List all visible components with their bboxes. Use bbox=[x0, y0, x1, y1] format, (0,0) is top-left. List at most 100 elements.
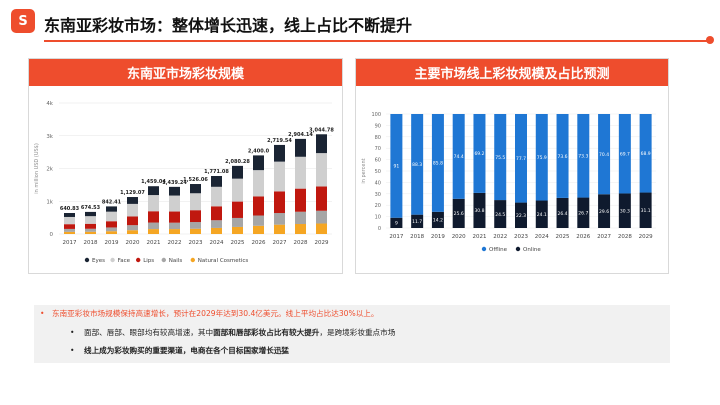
y-tick-label: 60 bbox=[375, 158, 381, 164]
x-tick-label: 2029 bbox=[639, 234, 653, 240]
x-tick-label: 2022 bbox=[493, 234, 507, 240]
bar-segment-eyes bbox=[190, 184, 201, 194]
bar-segment-nails bbox=[232, 217, 243, 227]
total-label: 674.53 bbox=[81, 205, 101, 211]
bar-segment-eyes bbox=[274, 144, 285, 162]
x-tick-label: 2026 bbox=[252, 240, 266, 246]
bar-segment-lips bbox=[274, 191, 285, 214]
title-underline bbox=[44, 40, 710, 42]
x-tick-label: 2024 bbox=[210, 240, 224, 246]
legend-label: Online bbox=[523, 247, 541, 253]
bar-segment-nails bbox=[127, 225, 138, 231]
online-share-chart: 0 10 20 30 40 50 60 70 80 90 100 in percent 9 91 2017 1… bbox=[361, 112, 656, 253]
bar-segment-online bbox=[598, 194, 611, 228]
bar-segment-lips bbox=[316, 186, 327, 211]
legend-label: Face bbox=[118, 258, 131, 264]
data-label-online: 30.8 bbox=[474, 208, 484, 214]
bar-segment-eyes bbox=[211, 175, 222, 187]
x-tick-label: 2028 bbox=[294, 240, 308, 246]
data-label-online: 14.2 bbox=[433, 218, 443, 224]
data-label-offline: 85.8 bbox=[433, 161, 443, 167]
x-tick-label: 2023 bbox=[514, 234, 528, 240]
bar-segment-natural-cosmetics bbox=[232, 226, 243, 234]
bar-segment-lips bbox=[232, 201, 243, 218]
bar-segment-natural-cosmetics bbox=[274, 224, 285, 234]
x-tick-label: 2020 bbox=[126, 240, 140, 246]
note-text-1: 东南亚彩妆市场规模保持高速增长，预计在2029年达到30.4亿美元。线上平均占比… bbox=[52, 309, 379, 318]
left-chart-title: 东南亚市场彩妆规模 bbox=[29, 59, 342, 86]
bar-segment-lips bbox=[190, 210, 201, 223]
y-tick-label: 0 bbox=[378, 226, 381, 232]
x-tick-label: 2017 bbox=[63, 240, 77, 246]
note-text-2-bold: 面部和唇部彩妆占比有较大提升 bbox=[213, 328, 320, 337]
bar-segment-eyes bbox=[85, 211, 96, 217]
bar-segment-face bbox=[232, 178, 243, 202]
x-tick-label: 2024 bbox=[535, 234, 549, 240]
x-tick-label: 2022 bbox=[168, 240, 182, 246]
bar-segment-lips bbox=[85, 223, 96, 229]
x-tick-label: 2025 bbox=[231, 240, 245, 246]
bar-segment-nails bbox=[106, 227, 117, 232]
right-chart-title: 主要市场线上彩妆规模及占比预测 bbox=[356, 59, 668, 86]
total-label: 2,400.0 bbox=[248, 148, 270, 154]
bullet-marker: • bbox=[40, 309, 45, 318]
bar-segment-online bbox=[411, 214, 424, 228]
logo-letter: S bbox=[18, 13, 28, 29]
legend-marker bbox=[190, 257, 195, 263]
bar-segment-natural-cosmetics bbox=[106, 231, 117, 234]
bar-segment-nails bbox=[253, 215, 264, 226]
bar-segment-online bbox=[473, 192, 486, 228]
x-tick-label: 2029 bbox=[315, 240, 329, 246]
total-label: 842.41 bbox=[102, 199, 122, 205]
page-title: 东南亚彩妆市场：整体增长迅速，线上占比不断提升 bbox=[44, 16, 413, 35]
legend-label: Eyes bbox=[92, 258, 105, 264]
bar-segment-online bbox=[577, 197, 590, 228]
bar-segment-offline bbox=[494, 114, 507, 201]
data-label-offline: 74.4 bbox=[454, 154, 464, 160]
bar-segment-natural-cosmetics bbox=[316, 223, 327, 234]
bar-segment-offline bbox=[411, 114, 424, 215]
legend-marker bbox=[515, 246, 521, 252]
legend-label: Lips bbox=[143, 258, 154, 264]
bar-segment-natural-cosmetics bbox=[148, 229, 159, 234]
bar-segment-eyes bbox=[127, 197, 138, 204]
shopee-logo: S bbox=[11, 9, 35, 33]
bar-segment-natural-cosmetics bbox=[211, 227, 222, 234]
bar-segment-natural-cosmetics bbox=[85, 231, 96, 234]
total-label: 1,771.08 bbox=[204, 169, 229, 175]
bar-segment-online bbox=[556, 197, 569, 228]
y-tick-label: 70 bbox=[375, 146, 381, 152]
data-label-online: 31.1 bbox=[641, 208, 651, 214]
note-text-2-pre: 面部、唇部、眼部均有较高增速，其中 bbox=[84, 328, 214, 337]
bar-segment-face bbox=[253, 170, 264, 197]
bar-segment-offline bbox=[639, 114, 652, 193]
total-label: 2,080.28 bbox=[225, 159, 250, 165]
data-label-offline: 69.7 bbox=[620, 152, 630, 158]
legend-label: Offline bbox=[489, 247, 508, 253]
data-label-offline: 69.2 bbox=[474, 151, 484, 157]
data-label-offline: 75.5 bbox=[495, 155, 505, 161]
y-tick-label: 20 bbox=[375, 203, 381, 209]
data-label-online: 11.7 bbox=[412, 219, 422, 225]
bar-segment-online bbox=[618, 193, 631, 228]
bar-segment-face bbox=[106, 211, 117, 222]
bar-segment-eyes bbox=[148, 186, 159, 196]
bar-segment-nails bbox=[274, 213, 285, 225]
data-label-online: 24.5 bbox=[495, 212, 505, 218]
bar-segment-lips bbox=[295, 188, 306, 212]
bar-segment-online bbox=[515, 202, 527, 228]
data-label-offline: 73.6 bbox=[558, 154, 568, 160]
bar-segment-eyes bbox=[295, 138, 306, 157]
bar-segment-lips bbox=[211, 206, 222, 221]
bar-segment-offline bbox=[556, 114, 569, 198]
bar-segment-nails bbox=[85, 228, 96, 232]
bar-segment-nails bbox=[211, 220, 222, 228]
total-label: 640.83 bbox=[60, 206, 80, 212]
bar-segment-lips bbox=[169, 211, 180, 223]
bullet-marker: • bbox=[70, 346, 75, 355]
bar-segment-eyes bbox=[232, 165, 243, 179]
bar-segment-lips bbox=[253, 196, 264, 216]
x-tick-label: 2017 bbox=[389, 234, 403, 240]
bar-segment-natural-cosmetics bbox=[253, 225, 264, 234]
data-label-online: 29.6 bbox=[599, 209, 609, 215]
